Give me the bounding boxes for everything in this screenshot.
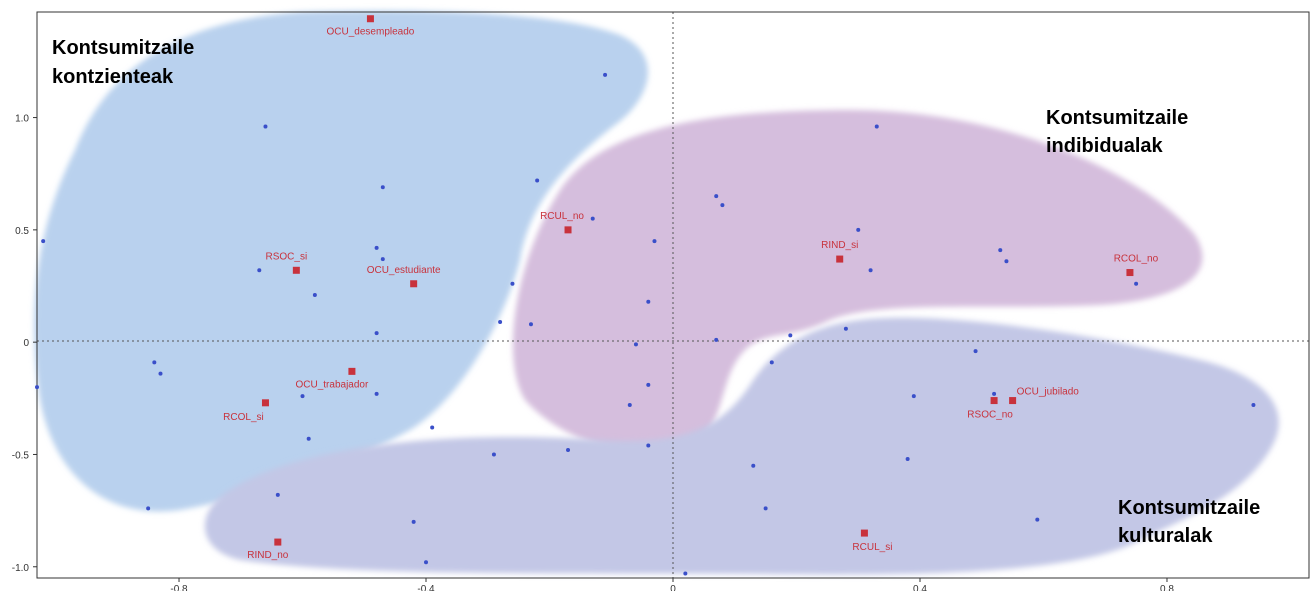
y-tick-label: 0.5 xyxy=(15,226,29,237)
data-point xyxy=(300,394,305,399)
data-point xyxy=(312,293,317,297)
region-kulturalak-shape xyxy=(204,317,1279,575)
data-point xyxy=(590,216,595,221)
category-label: RSOC_no xyxy=(967,410,1013,421)
category-marker xyxy=(990,397,998,405)
category-marker xyxy=(366,15,374,23)
data-point xyxy=(763,506,768,511)
data-point xyxy=(498,319,503,324)
data-point xyxy=(374,331,379,336)
region-indibidualak-shape xyxy=(512,110,1203,453)
category-marker xyxy=(564,226,572,234)
data-point xyxy=(683,571,688,576)
data-point xyxy=(973,349,978,354)
category-markers: OCU_desempleado RCUL_no RSOC_si OCU_estudia… xyxy=(223,15,1159,561)
x-tick-label: 0.8 xyxy=(1160,584,1174,591)
data-point xyxy=(652,239,657,244)
data-point xyxy=(911,394,916,399)
data-point xyxy=(374,391,379,396)
x-tick-label: -0.8 xyxy=(170,584,188,591)
data-point xyxy=(905,456,910,461)
category-marker xyxy=(274,538,282,546)
category-marker xyxy=(836,255,844,263)
y-tick-label: 1.0 xyxy=(15,114,29,125)
data-point xyxy=(751,463,756,468)
data-point xyxy=(152,360,157,365)
category-label: RCUL_si xyxy=(852,542,892,553)
data-point xyxy=(263,124,268,129)
point-markers xyxy=(35,72,1256,576)
y-tick-label: 0 xyxy=(23,338,29,349)
data-point xyxy=(1134,281,1139,286)
data-point xyxy=(720,203,725,208)
data-point xyxy=(306,436,311,441)
data-point xyxy=(35,385,39,390)
region-kontzienteak-shape xyxy=(34,10,648,512)
data-point xyxy=(627,403,632,408)
data-point xyxy=(646,382,651,387)
data-point xyxy=(769,360,774,365)
data-point xyxy=(714,194,719,199)
category-marker xyxy=(292,266,300,274)
data-point xyxy=(491,452,496,457)
data-point xyxy=(1251,403,1256,408)
data-point xyxy=(1035,517,1040,522)
data-point xyxy=(41,239,46,244)
data-point xyxy=(868,268,873,273)
data-point xyxy=(566,447,571,452)
category-marker xyxy=(860,529,868,537)
data-point xyxy=(424,560,429,565)
category-label: RCUL_no xyxy=(540,211,584,222)
data-point xyxy=(874,124,879,129)
x-tick-label: 0.4 xyxy=(913,584,927,591)
data-point xyxy=(380,185,385,190)
data-point xyxy=(992,391,997,396)
data-point xyxy=(646,299,651,304)
data-point xyxy=(257,268,262,273)
category-label: OCU_desempleado xyxy=(327,27,415,38)
category-label: RCOL_no xyxy=(1114,254,1159,265)
category-marker xyxy=(348,367,356,375)
category-marker xyxy=(410,280,418,288)
category-label: OCU_estudiante xyxy=(367,265,441,276)
data-point xyxy=(528,322,533,327)
data-point xyxy=(158,371,163,376)
data-point xyxy=(1004,259,1009,264)
data-point xyxy=(646,443,651,448)
data-point xyxy=(633,342,638,347)
data-point xyxy=(998,248,1003,253)
category-label: OCU_trabajador xyxy=(296,379,369,390)
region-kontzienteak-label: Kontsumitzaile kontzienteak xyxy=(52,37,200,88)
y-axis: 1.0 0.5 0 -0.5 -1.0 xyxy=(12,114,37,574)
data-point xyxy=(603,72,608,77)
data-point xyxy=(535,178,540,183)
category-label: RIND_si xyxy=(821,240,858,251)
category-label: RCOL_si xyxy=(223,412,264,423)
y-tick-label: -1.0 xyxy=(12,563,30,574)
category-marker xyxy=(1126,269,1134,277)
y-tick-label: -0.5 xyxy=(12,450,30,461)
x-tick-label: 0 xyxy=(670,584,676,591)
x-axis: -0.8 -0.4 0 0.4 0.8 xyxy=(170,578,1174,591)
region-kulturalak-label: Kontsumitzaile kulturalak xyxy=(1118,497,1266,547)
data-point xyxy=(714,337,719,342)
x-tick-label: -0.4 xyxy=(417,584,435,591)
data-point xyxy=(380,257,385,262)
category-marker xyxy=(1009,397,1017,405)
category-marker xyxy=(261,399,269,407)
data-point xyxy=(843,326,848,331)
data-point xyxy=(788,333,793,338)
region-indibidualak-label: Kontsumitzaile indibidualak xyxy=(1046,107,1194,157)
data-point xyxy=(275,492,280,497)
category-label: OCU_jubilado xyxy=(1017,387,1080,398)
category-label: RSOC_si xyxy=(265,251,307,262)
category-label: RIND_no xyxy=(247,550,289,561)
data-point xyxy=(856,227,861,232)
data-point xyxy=(510,281,515,286)
data-point xyxy=(411,519,416,524)
data-point xyxy=(146,506,151,511)
data-point xyxy=(374,245,379,250)
data-point xyxy=(430,425,435,430)
